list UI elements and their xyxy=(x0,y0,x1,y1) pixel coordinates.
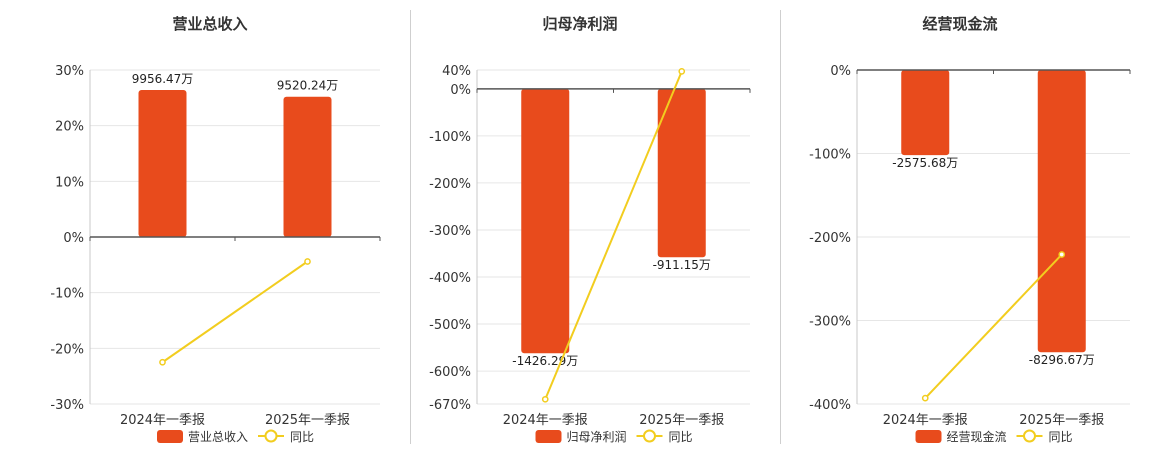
y-tick-label: -10% xyxy=(50,287,84,302)
bar xyxy=(1037,70,1086,353)
x-tick-label: 2025年一季报 xyxy=(1019,413,1104,428)
yoy-line xyxy=(544,71,683,400)
bar xyxy=(521,88,570,354)
yoy-point xyxy=(541,395,549,403)
y-tick-label: 20% xyxy=(55,120,84,135)
legend-label: 经营现金流 xyxy=(947,429,1007,444)
y-tick-label: -400% xyxy=(809,398,851,413)
chart-panel: 经营现金流 0% -100% -200% -300% -400% -2575.68万 -829… xyxy=(809,15,1131,444)
y-tick-label: -200% xyxy=(809,231,851,246)
legend-swatch-bar[interactable] xyxy=(915,430,942,443)
x-tick-label: 2025年一季报 xyxy=(265,413,350,428)
bar-data-label: -2575.68万 xyxy=(892,156,958,170)
y-tick-label: 10% xyxy=(55,175,84,190)
chart-title: 归母净利润 xyxy=(542,15,617,33)
yoy-line xyxy=(924,253,1063,399)
y-tick-label: 0% xyxy=(830,64,851,79)
legend-marker xyxy=(1023,429,1036,443)
y-tick-label: -100% xyxy=(809,148,851,163)
x-tick-label: 2025年一季报 xyxy=(639,413,724,428)
bar xyxy=(283,96,332,237)
legend-swatch-bar[interactable] xyxy=(535,430,562,443)
legend-label: 同比 xyxy=(1049,430,1073,444)
y-tick-label: -300% xyxy=(429,224,471,239)
legend-marker xyxy=(264,429,278,443)
panel-divider xyxy=(780,10,781,444)
legend-marker xyxy=(643,429,656,443)
chart-title: 经营现金流 xyxy=(922,15,997,33)
y-tick-label: 40% xyxy=(442,64,471,79)
yoy-point xyxy=(921,394,929,402)
bar-data-label: 9956.47万 xyxy=(132,72,194,86)
legend-label: 归母净利润 xyxy=(567,430,627,444)
chart-panel: 归母净利润 40% 0% -100% -200% -300% -400% -500% -600%… xyxy=(429,15,751,444)
y-tick-label: -400% xyxy=(429,271,471,286)
y-tick-label: -600% xyxy=(429,365,471,380)
y-tick-label: -670% xyxy=(429,398,471,413)
y-tick-label: 0% xyxy=(63,231,84,246)
y-tick-label: 30% xyxy=(55,64,84,79)
bar-data-label: -911.15万 xyxy=(653,258,711,272)
yoy-point xyxy=(159,358,166,366)
legend-label: 同比 xyxy=(290,430,314,444)
yoy-point xyxy=(1058,251,1066,258)
x-tick-label: 2024年一季报 xyxy=(120,413,205,428)
y-tick-label: -100% xyxy=(429,130,471,145)
y-tick-label: -200% xyxy=(429,177,471,192)
x-tick-label: 2024年一季报 xyxy=(503,413,588,428)
y-tick-label: -300% xyxy=(809,315,851,330)
y-tick-label: 0% xyxy=(450,83,471,98)
chart-title: 营业总收入 xyxy=(172,15,247,33)
bar xyxy=(138,90,187,237)
legend-swatch-bar[interactable] xyxy=(157,430,183,443)
y-tick-label: -30% xyxy=(50,398,84,413)
y-tick-label: -20% xyxy=(50,342,84,357)
bar-data-label: 9520.24万 xyxy=(277,79,339,93)
bar xyxy=(901,70,950,156)
bar-data-label: -1426.29万 xyxy=(512,354,578,368)
panel-divider xyxy=(410,10,411,444)
yoy-line xyxy=(161,260,309,364)
chart-panel: 营业总收入 30% 20% 10% 0% -10% -20% -30% 9956.47万 9520… xyxy=(50,15,381,444)
yoy-point xyxy=(304,258,311,265)
legend-label: 同比 xyxy=(669,430,693,444)
x-tick-label: 2024年一季报 xyxy=(883,413,968,428)
yoy-point xyxy=(678,68,686,75)
y-tick-label: -500% xyxy=(429,318,471,333)
legend-label: 营业总收入 xyxy=(188,430,248,444)
bar-data-label: -8296.67万 xyxy=(1029,353,1095,367)
bar xyxy=(657,88,706,258)
